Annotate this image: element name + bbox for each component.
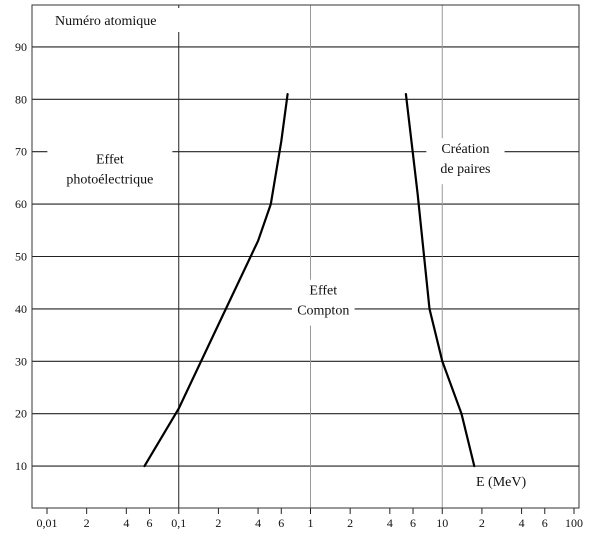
x-tick-label: 4 <box>255 516 261 530</box>
x-tick-labels: 0,01 2 4 6 0,1 2 4 6 1 2 4 6 10 2 4 6 100 <box>37 516 584 530</box>
region-label-background <box>47 148 173 195</box>
region-label: Compton <box>297 304 349 319</box>
region-label: de paires <box>440 162 490 177</box>
region-label: Effet <box>96 153 124 168</box>
region-label: photoélectrique <box>66 173 153 188</box>
plot-frame <box>31 4 580 509</box>
horizontal-grid <box>32 46 579 467</box>
x-ticks <box>46 508 575 514</box>
y-tick-label: 50 <box>15 250 27 264</box>
xlabel-background <box>470 468 552 492</box>
y-tick-label: 60 <box>15 197 27 211</box>
x-tick-label: 100 <box>565 516 583 530</box>
region-label-background <box>291 279 355 326</box>
y-tick-label: 20 <box>15 407 27 421</box>
x-tick-label: 2 <box>84 516 90 530</box>
boundary-curve <box>143 93 289 468</box>
series-group <box>143 93 476 468</box>
region-label: Effet <box>309 284 337 299</box>
y-tick-label: 90 <box>15 40 27 54</box>
x-axis-label: E (MeV) <box>476 475 526 490</box>
x-tick-label: 6 <box>278 516 284 530</box>
y-tick-label: 40 <box>15 302 27 316</box>
x-tick-label: 10 <box>436 516 448 530</box>
x-tick-label: 1 <box>308 516 314 530</box>
x-tick-label: 4 <box>519 516 525 530</box>
x-tick-label: 6 <box>542 516 548 530</box>
y-tick-labels: 10 20 30 40 50 60 70 80 90 <box>15 40 27 473</box>
x-tick-label: 2 <box>215 516 221 530</box>
x-tick-label: 4 <box>123 516 129 530</box>
y-tick-label: 30 <box>15 354 27 368</box>
vertical-grid <box>178 5 443 508</box>
region-labels: Effet photoélectrique Effet Compton Création… <box>47 138 505 326</box>
ylabel-background <box>50 8 200 32</box>
x-tick-label: 6 <box>147 516 153 530</box>
x-tick-label: 2 <box>347 516 353 530</box>
boundary-curve <box>404 93 476 468</box>
y-tick-label: 10 <box>15 459 27 473</box>
x-tick-label: 2 <box>479 516 485 530</box>
x-tick-label: 6 <box>410 516 416 530</box>
x-tick-label: 0,01 <box>37 516 58 530</box>
y-axis-label: Numéro atomique <box>55 14 156 29</box>
region-label-background <box>426 138 505 185</box>
region-label: Création <box>441 142 489 157</box>
x-tick-label: 0,1 <box>171 516 186 530</box>
x-tick-label: 4 <box>387 516 393 530</box>
y-tick-label: 70 <box>15 145 27 159</box>
y-tick-label: 80 <box>15 92 27 106</box>
